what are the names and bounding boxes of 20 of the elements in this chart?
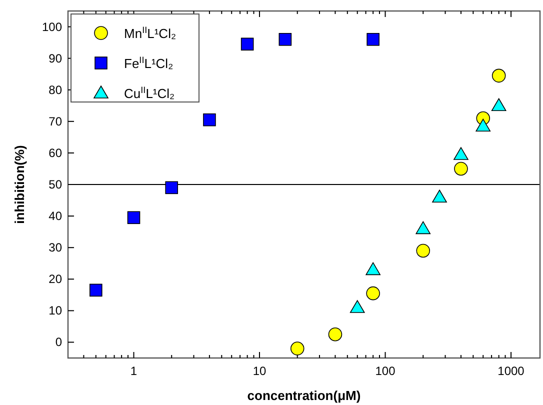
y-tick-label: 50 [48,178,62,192]
x-tick-label: 1000 [498,364,525,378]
y-tick-label: 90 [48,51,62,66]
y-tick-label: 60 [48,146,62,160]
y-tick-label: 100 [42,20,62,34]
x-tick-label: 1 [130,364,138,378]
y-axis-title: inhibition(%) [12,145,27,224]
x-tick-label: 10 [252,364,267,378]
x-axis-title: concentration(μM) [247,388,361,403]
legend-label: Fe$^{II}$L¹Cl₂ [124,55,174,71]
y-tick-label: 10 [48,304,62,318]
y-tick-label: 70 [48,114,62,128]
legend-label: Mn$^{II}$L¹Cl₂ [124,25,176,41]
y-tick-label: 0 [55,335,62,350]
y-tick-label: 30 [48,240,62,255]
x-tick-label: 100 [375,364,396,378]
y-tick-label: 20 [48,272,62,286]
y-tick-label: 80 [48,82,62,97]
y-tick-label: 40 [48,209,62,224]
legend-label: Cu$^{II}$L¹Cl₂ [124,85,175,101]
